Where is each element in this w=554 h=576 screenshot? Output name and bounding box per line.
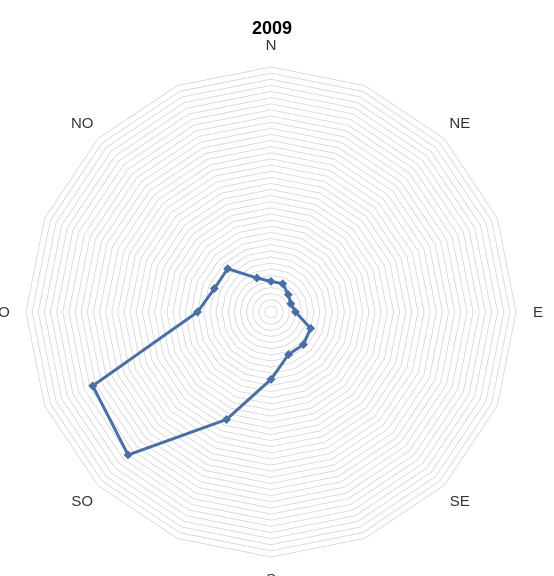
data-point-e [291, 307, 300, 317]
grid-ring [43, 84, 499, 540]
data-point-no [223, 264, 233, 274]
grid-ring [25, 66, 517, 558]
grid-ring [227, 268, 315, 356]
grid-ring [166, 207, 376, 417]
grid-ring [80, 121, 462, 503]
grid-ring [99, 140, 443, 484]
series-group [88, 264, 316, 460]
direction-label-s: S [266, 571, 276, 576]
data-point-nno [252, 273, 262, 283]
grid-ring [62, 103, 480, 521]
grid-ring [141, 182, 401, 442]
grid-ring [31, 72, 511, 552]
direction-label-ne: NE [449, 115, 470, 132]
grid-ring [50, 91, 492, 533]
grid-ring [105, 146, 437, 478]
grid-ring [74, 115, 468, 509]
data-point-sse [284, 349, 294, 359]
data-point-n [266, 276, 276, 286]
grid-ring [252, 293, 290, 331]
direction-labels: N NE E SE S SO O NO [0, 37, 543, 576]
grid-ring [111, 152, 431, 472]
direction-label-e: E [533, 304, 543, 321]
radar-grid [25, 66, 517, 558]
grid-ring [264, 305, 278, 319]
grid-ring [221, 262, 321, 362]
grid-ring [148, 189, 394, 435]
data-point-ne [283, 290, 293, 300]
grid-ring [239, 280, 303, 344]
data-point-oso [88, 381, 98, 391]
grid-ring [233, 274, 309, 350]
data-point-ese [306, 323, 316, 333]
grid-ring [197, 238, 345, 386]
grid-ring [117, 158, 425, 466]
grid-ring [123, 164, 419, 460]
grid-ring [92, 133, 450, 491]
grid-ring [154, 195, 388, 429]
grid-ring [129, 170, 413, 454]
data-point-so [123, 450, 133, 460]
grid-ring [37, 78, 505, 546]
grid-ring [184, 225, 358, 399]
grid-ring [190, 231, 352, 393]
grid-ring [160, 201, 382, 423]
direction-label-so: SO [71, 493, 93, 510]
data-point-s [266, 374, 276, 384]
grid-ring [172, 213, 370, 411]
direction-label-no: NO [71, 115, 94, 132]
grid-ring [86, 127, 456, 497]
grid-ring [68, 109, 474, 515]
grid-ring [215, 256, 327, 368]
grid-ring [56, 97, 486, 527]
grid-ring [178, 219, 364, 405]
data-point-ene [286, 299, 296, 309]
data-point-o [193, 307, 202, 317]
grid-ring [135, 176, 407, 448]
direction-label-o: O [0, 304, 10, 321]
direction-label-se: SE [450, 493, 470, 510]
chart-title: 2009 [252, 18, 292, 38]
data-point-se [298, 339, 308, 349]
data-point-ono [209, 284, 219, 294]
data-point-sso [221, 415, 231, 425]
grid-ring [203, 244, 339, 380]
grid-ring [246, 287, 296, 337]
direction-label-n: N [266, 37, 277, 54]
grid-ring [258, 299, 284, 325]
data-point-nne [278, 279, 288, 289]
